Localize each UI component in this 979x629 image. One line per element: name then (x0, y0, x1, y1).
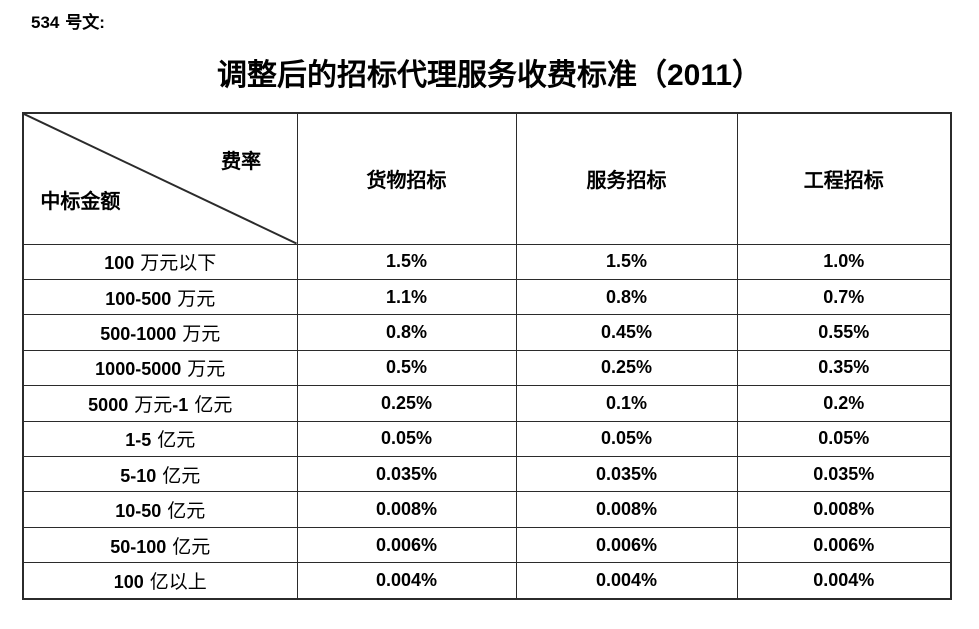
table-row: 100 亿以上 0.004% 0.004% 0.004% (22, 562, 952, 600)
column-header-goods: 货物招标 (296, 112, 517, 245)
table-row: 1-5 亿元 0.05% 0.05% 0.05% (22, 420, 952, 458)
rate-cell: 0.05% (515, 420, 738, 458)
row-label-cell: 10-50 亿元 (22, 491, 298, 528)
rate-cell: 0.006% (515, 526, 738, 564)
rate-cell: 0.004% (296, 562, 517, 600)
corner-label-amount: 中标金额 (40, 189, 121, 214)
table-row: 5-10 亿元 0.035% 0.035% 0.035% (22, 456, 952, 493)
row-label-cell: 5000 万元-1 亿元 (22, 385, 298, 422)
column-header-services: 服务招标 (515, 112, 738, 245)
page-title: 调整后的招标代理服务收费标准（2011） (216, 58, 763, 93)
diagonal-line (24, 114, 297, 244)
rate-cell: 0.035% (515, 456, 738, 493)
rate-cell: 0.8% (296, 314, 517, 351)
row-label-cell: 5-10 亿元 (22, 456, 298, 493)
rate-cell: 1.1% (296, 278, 517, 316)
rate-cell: 0.035% (296, 456, 517, 493)
row-label-cell: 500-1000 万元 (22, 314, 298, 351)
rate-cell: 1.0% (736, 243, 952, 280)
row-label-cell: 1000-5000 万元 (22, 349, 298, 387)
row-label-cell: 100 万元以下 (22, 243, 298, 280)
rate-cell: 0.25% (296, 385, 517, 422)
rate-cell: 0.5% (296, 349, 517, 387)
rate-cell: 0.004% (736, 562, 952, 600)
table-row: 50-100 亿元 0.006% 0.006% 0.006% (22, 526, 952, 564)
rate-cell: 0.25% (515, 349, 738, 387)
fee-rate-table: 费率 中标金额 货物招标 服务招标 工程招标 100 万元以下 1.5% 1.5… (22, 112, 952, 600)
rate-cell: 1.5% (515, 243, 738, 280)
rate-cell: 0.1% (515, 385, 738, 422)
row-label-cell: 100-500 万元 (22, 278, 298, 316)
row-label-cell: 50-100 亿元 (22, 526, 298, 564)
rate-cell: 0.2% (736, 385, 952, 422)
corner-header-cell: 费率 中标金额 (22, 112, 298, 245)
rate-cell: 0.7% (736, 278, 952, 316)
doc-number-label: 534 号文: (31, 13, 105, 33)
table-row: 100-500 万元 1.1% 0.8% 0.7% (22, 278, 952, 316)
rate-cell: 0.008% (296, 491, 517, 528)
column-header-engineering: 工程招标 (736, 112, 952, 245)
rate-cell: 0.006% (736, 526, 952, 564)
table-row: 100 万元以下 1.5% 1.5% 1.0% (22, 243, 952, 280)
row-label-cell: 100 亿以上 (22, 562, 298, 600)
rate-cell: 0.035% (736, 456, 952, 493)
rate-cell: 0.008% (736, 491, 952, 528)
rate-cell: 0.004% (515, 562, 738, 600)
table-row: 10-50 亿元 0.008% 0.008% 0.008% (22, 491, 952, 528)
rate-cell: 0.35% (736, 349, 952, 387)
table-row: 1000-5000 万元 0.5% 0.25% 0.35% (22, 349, 952, 387)
table-row: 5000 万元-1 亿元 0.25% 0.1% 0.2% (22, 385, 952, 422)
row-label-cell: 1-5 亿元 (22, 420, 298, 458)
rate-cell: 0.05% (296, 420, 517, 458)
rate-cell: 0.006% (296, 526, 517, 564)
corner-label-rate: 费率 (221, 149, 262, 174)
rate-cell: 0.55% (736, 314, 952, 351)
rate-cell: 0.008% (515, 491, 738, 528)
table-row: 500-1000 万元 0.8% 0.45% 0.55% (22, 314, 952, 351)
rate-cell: 0.8% (515, 278, 738, 316)
rate-cell: 0.45% (515, 314, 738, 351)
rate-cell: 0.05% (736, 420, 952, 458)
header-row: 费率 中标金额 货物招标 服务招标 工程招标 (22, 112, 952, 245)
rate-cell: 1.5% (296, 243, 517, 280)
